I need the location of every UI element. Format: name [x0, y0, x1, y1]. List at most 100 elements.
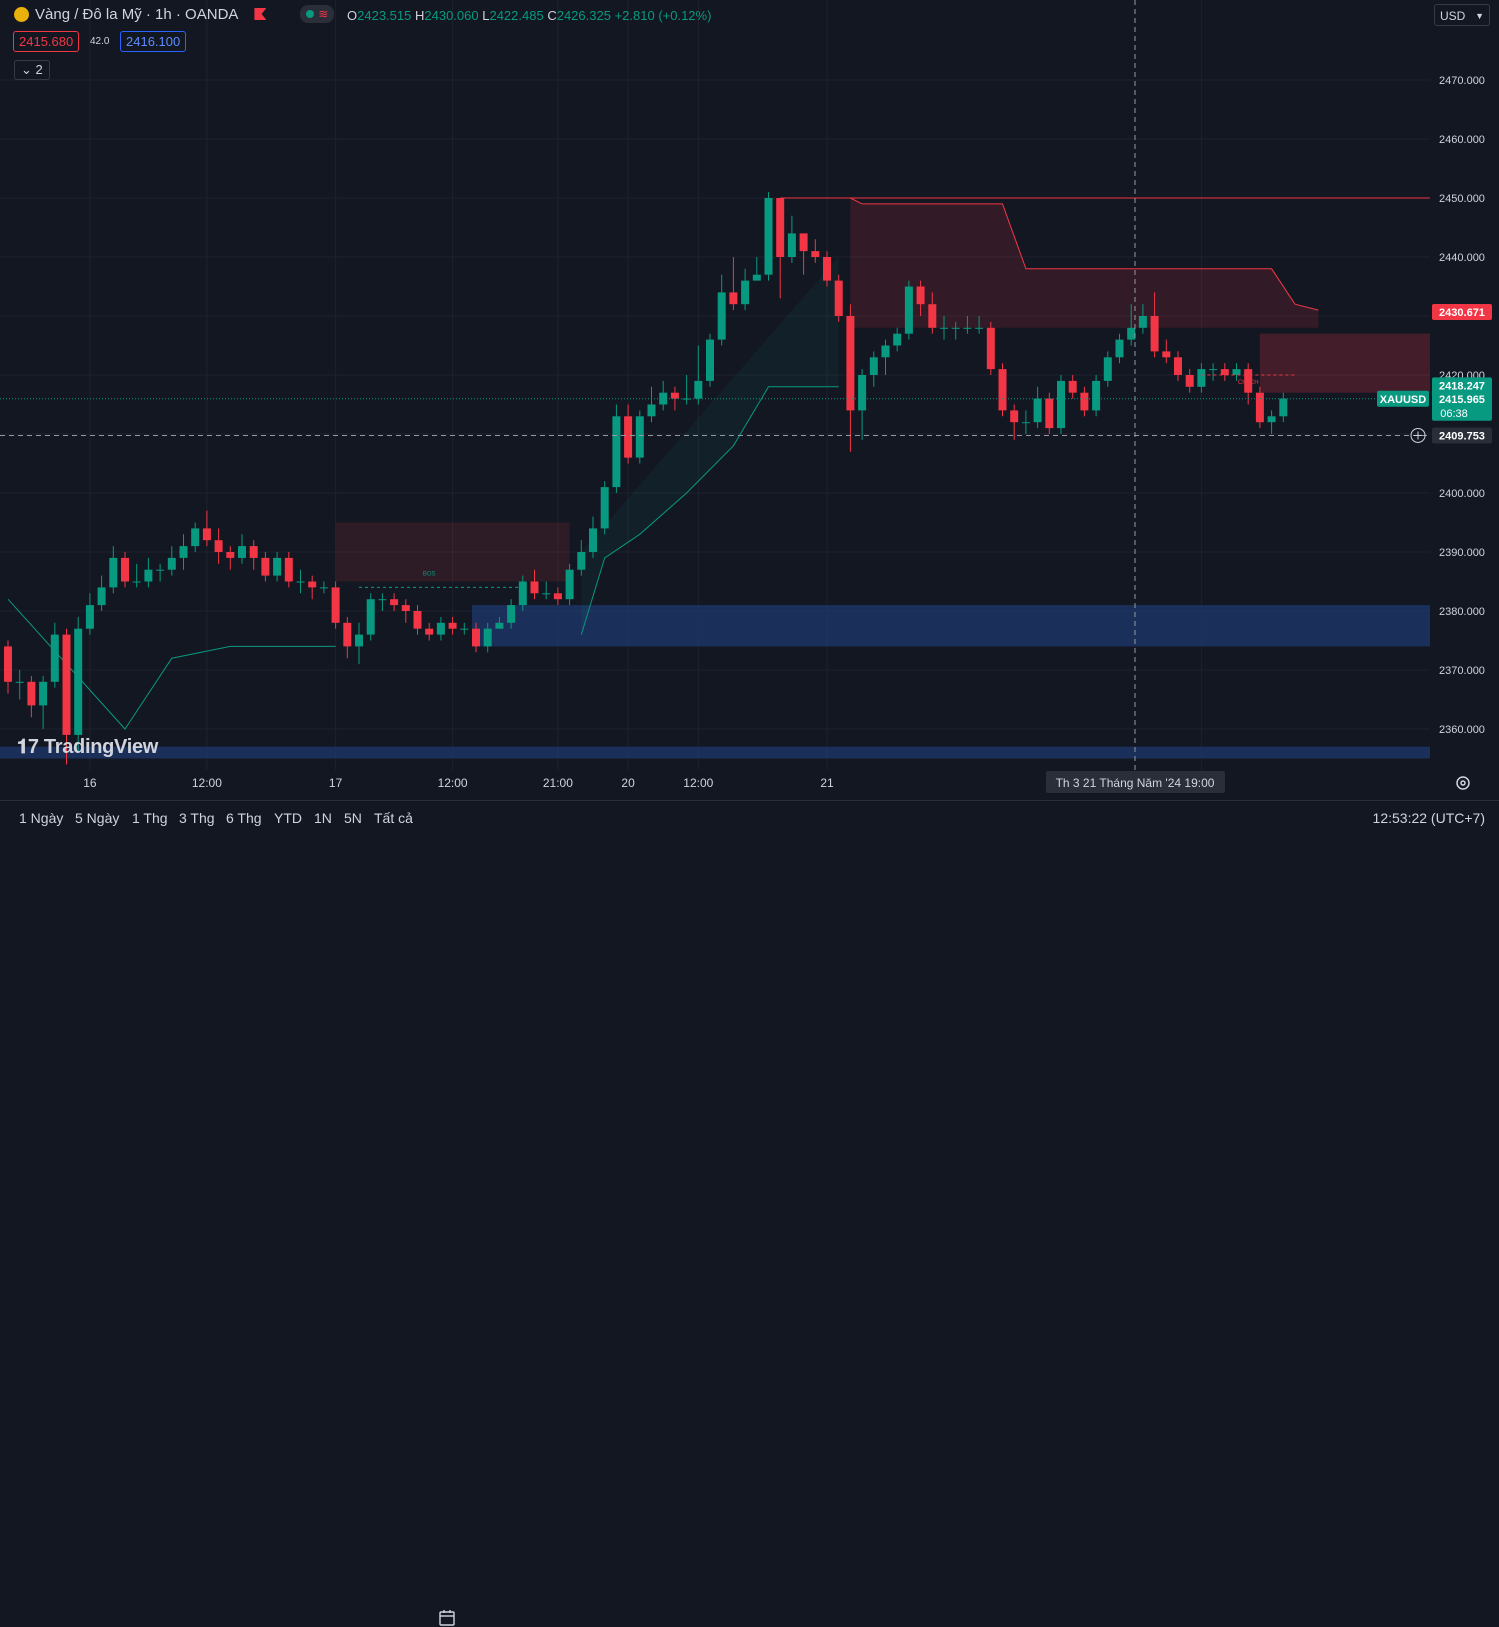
candle [565, 569, 574, 600]
buy-price-button[interactable]: 2416.100 [120, 31, 187, 52]
candle [869, 357, 878, 375]
candle [366, 599, 375, 635]
candle [858, 375, 867, 411]
price-tick-label: 2360.000 [1439, 724, 1485, 736]
demand-zone [472, 605, 1430, 647]
candle [436, 622, 445, 635]
price-tick-label: 2470.000 [1439, 75, 1485, 87]
range-5y[interactable]: 5N [344, 810, 362, 826]
candle [1010, 410, 1019, 423]
candle [694, 380, 703, 399]
ohlc-low: 2422.485 [489, 8, 544, 23]
candle [823, 257, 831, 281]
candle [1033, 398, 1042, 423]
candle [284, 557, 293, 582]
sell-price-button[interactable]: 2415.680 [13, 31, 80, 52]
candle [495, 622, 504, 629]
candle [1209, 369, 1218, 371]
candle [986, 327, 995, 370]
price-tag-red-bg [1432, 304, 1492, 321]
gear-icon[interactable] [1455, 775, 1471, 791]
range-1y[interactable]: 1N [314, 810, 332, 826]
candle [589, 528, 597, 552]
candle [1174, 357, 1182, 375]
crosshair-price-tag: 2409.753 [1439, 430, 1485, 442]
bos-label: BOS [423, 572, 436, 578]
flag-icon[interactable] [254, 8, 267, 20]
candle [1092, 380, 1101, 411]
range-1m[interactable]: 1 Thg [132, 810, 168, 826]
ohlc-change: +2.810 (+0.12%) [614, 8, 712, 23]
range-all[interactable]: Tất cả [374, 810, 413, 826]
range-ytd[interactable]: YTD [274, 810, 302, 826]
bar-countdown: 06:38 [1440, 408, 1468, 420]
candle [776, 198, 785, 257]
ohlc-h-label: H [414, 8, 425, 23]
chevron-down-icon: ▼ [1475, 11, 1484, 21]
range-5d[interactable]: 5 Ngày [75, 810, 120, 826]
gold-coin-icon [14, 6, 29, 22]
ohlc-o-label: O [347, 8, 358, 23]
candle [460, 628, 469, 630]
candle [635, 416, 644, 458]
candle [729, 292, 738, 305]
price-tick-label: 2400.000 [1439, 488, 1485, 500]
symbol-title[interactable]: Vàng / Đô la Mỹ · 1h · OANDA [35, 5, 239, 23]
candle [1080, 392, 1089, 411]
candle [741, 280, 750, 305]
candle [717, 292, 726, 340]
symbol-header[interactable]: Vàng / Đô la Mỹ · 1h · OANDA ≋ [14, 5, 335, 23]
candle [1232, 369, 1241, 375]
candle [74, 628, 83, 735]
candle [85, 605, 94, 629]
candle [542, 593, 551, 595]
candle [167, 557, 176, 570]
candle [940, 327, 948, 329]
price-tick-label: 2370.000 [1439, 665, 1485, 677]
candle [179, 546, 188, 558]
price-tick-label: 2390.000 [1439, 547, 1485, 559]
price-axis[interactable]: 2360.000 2370.000 2380.000 2390.000 2400.000… [1377, 0, 1499, 800]
currency-select[interactable]: USD ▼ [1434, 4, 1490, 26]
ohlc-c-label: C [547, 8, 557, 23]
candle [752, 274, 761, 281]
price-chart[interactable]: BOS CHoCH 2360.000 2370.000 2380.000 2390.00… [0, 0, 1499, 800]
candle [331, 587, 340, 623]
supply-zone-early [335, 522, 570, 582]
chevron-down-icon: ⌄ [21, 62, 32, 77]
market-status-pill[interactable]: ≋ [300, 5, 335, 23]
candle [811, 251, 820, 257]
timezone-clock[interactable]: 12:53:22 (UTC+7) [1372, 810, 1485, 826]
tradingview-watermark: 𝟏7 TradingView [17, 736, 158, 759]
candle [214, 540, 223, 552]
candle [50, 634, 59, 682]
range-3m[interactable]: 3 Thg [179, 810, 215, 826]
supply-trail [850, 197, 1319, 311]
support-trail [7, 598, 336, 730]
candle [319, 587, 328, 589]
range-1d[interactable]: 1 Ngày [19, 810, 64, 826]
range-6m[interactable]: 6 Thg [226, 810, 262, 826]
candle [530, 581, 539, 594]
crosshair-time-bg [1046, 771, 1225, 793]
candle [1255, 392, 1264, 423]
time-tick-label: 16 [83, 776, 97, 790]
time-tick-label: 17 [329, 776, 343, 790]
time-tick-label: 21:00 [543, 776, 573, 790]
candle [507, 605, 516, 623]
candle [378, 599, 387, 601]
tradingview-logo-icon: 𝟏7 [17, 736, 44, 758]
crosshair-time: Th 3 21 Tháng Năm '24 19:00 [1056, 776, 1215, 790]
candle [553, 593, 562, 600]
ohlc-open: 2423.515 [357, 8, 412, 23]
candle [355, 634, 363, 647]
price-tag-red: 2430.671 [1439, 307, 1485, 319]
candle [706, 339, 714, 381]
candle [425, 628, 434, 635]
symbol-tag-bg [1377, 390, 1429, 407]
indicators-count: 2 [35, 62, 43, 77]
calendar-goto-icon[interactable] [438, 1609, 456, 1627]
indicators-toggle[interactable]: ⌄ 2 [14, 60, 50, 80]
spread-value: 42.0 [90, 36, 110, 47]
